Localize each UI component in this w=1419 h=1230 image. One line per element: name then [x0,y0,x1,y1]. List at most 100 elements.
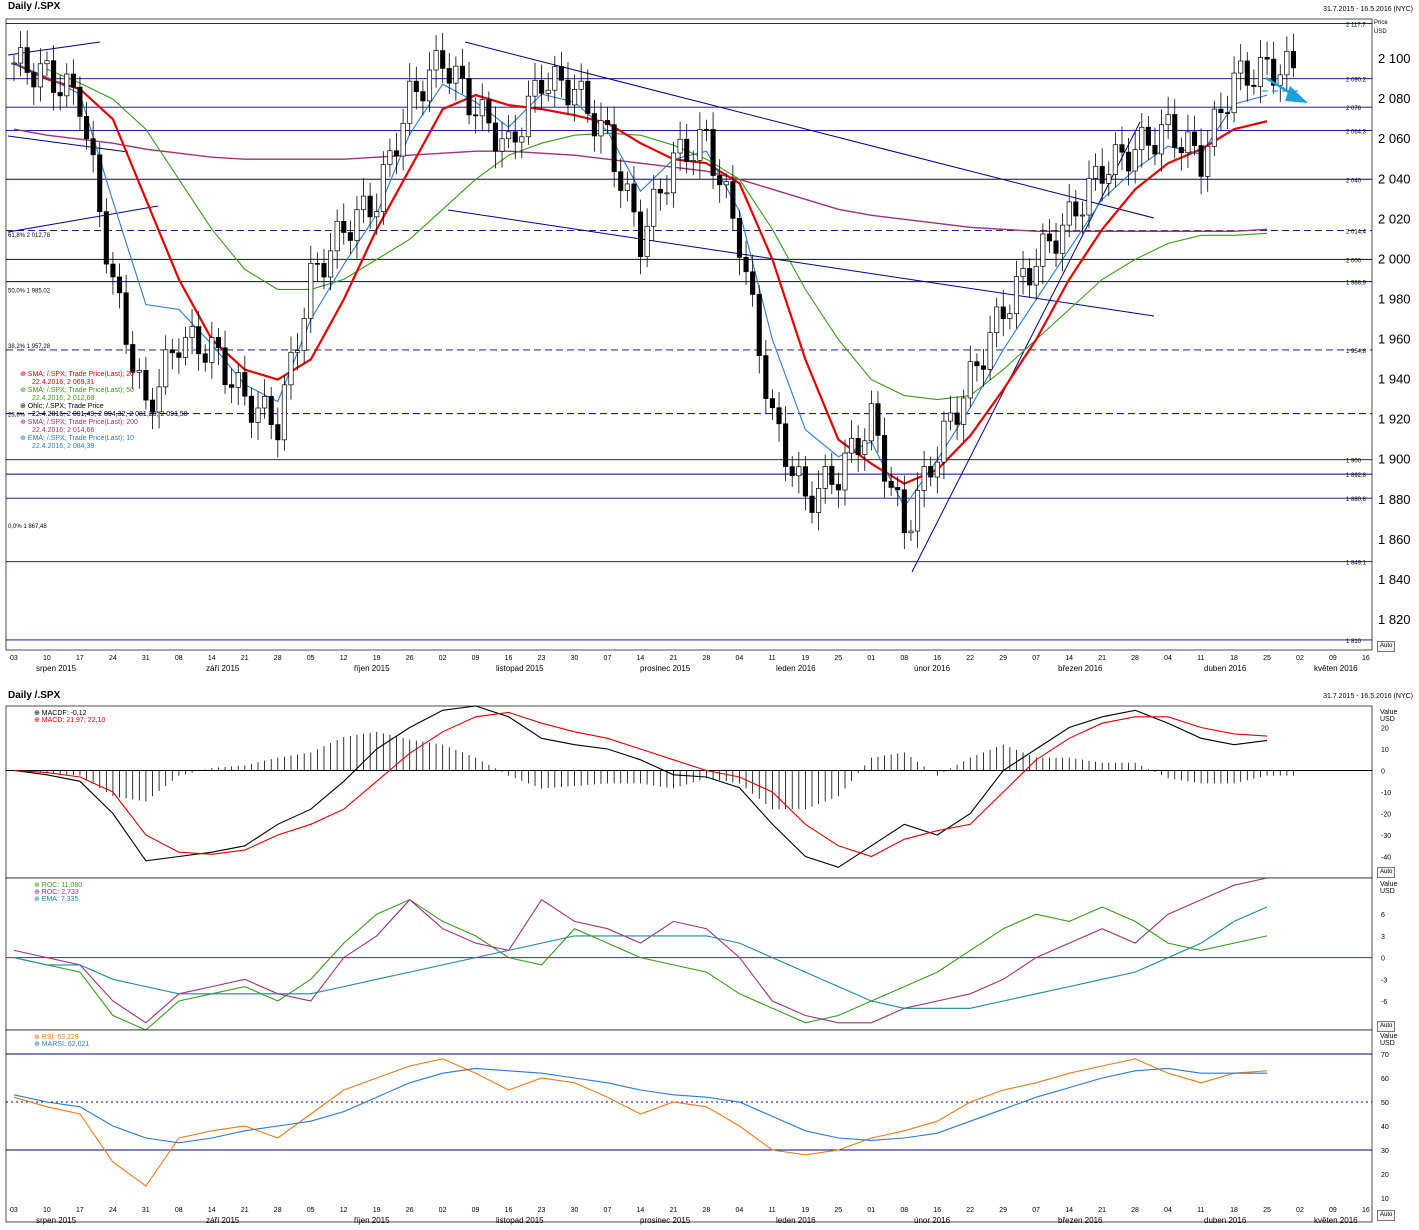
candle-body [651,188,657,227]
candle-body [506,131,512,140]
candle-body [961,397,967,425]
candle-body [426,69,433,102]
x-day-tick: 12 [340,1207,348,1214]
candle-body [756,294,762,356]
x-day-tick: 28 [274,1207,282,1214]
x-day-tick: 11 [768,655,775,662]
x-day-tick: 24 [109,655,117,662]
candle-body [209,337,215,363]
x-day-tick: 14 [637,1207,645,1214]
auto-scale-button[interactable]: Auto [1377,641,1396,652]
candle-body [334,220,340,252]
level-tag: 2 000 [1346,258,1362,264]
panel-y-tick: 3 [1381,934,1385,941]
candle-body [492,122,498,152]
candle-body [235,372,241,388]
candle-body [565,79,571,106]
x-day-tick: 22 [966,1207,974,1214]
y-tick-label: 1 980 [1378,291,1411,306]
candle-body [1139,126,1145,151]
auto-scale-button-macd[interactable]: Auto [1377,867,1396,878]
legend-entry[interactable]: ⊕ SMA; /.SPX; Trade Price(Last); 20 [20,371,135,378]
panel-y-tick: 70 [1381,1052,1389,1059]
x-day-tick: 03 [10,1207,18,1214]
x-day-tick: 10 [43,655,51,662]
candle-body [1013,276,1020,315]
x-day-tick: 10 [43,1207,51,1214]
candle-body [222,347,228,386]
fib-label: 0,0% 1 867,48 [8,524,47,530]
x-day-tick: 21 [670,1207,678,1214]
candle-body [769,398,775,409]
x-day-tick: 14 [1065,655,1073,662]
candle-body [1020,268,1026,277]
candle-body [690,160,696,162]
candle-body [947,412,954,422]
candle-body [360,195,367,211]
legend-entry[interactable]: ⊕ SMA; /.SPX; Trade Price(Last); 50 [20,387,135,394]
candle-body [862,440,868,455]
x-day-tick: 01 [867,655,875,662]
candle-body [387,150,393,165]
legend-value: 22.4.2016; 2 069,31 [32,379,95,386]
candle-body [400,122,406,157]
candle-body [31,72,37,88]
panel-plot-area [5,877,1373,1031]
x-day-tick: 30 [571,1207,579,1214]
candle-body [1033,265,1039,286]
candle-body [453,65,459,84]
fib-label: 50,0% 1 985,02 [8,288,51,294]
candle-body [1178,147,1184,154]
candle-body [1073,201,1079,217]
candle-body [1238,60,1244,74]
x-day-tick: 28 [1131,655,1139,662]
candle-body [736,217,743,258]
x-month-label: duben 2016 [1204,664,1247,673]
panel-legend: ⊕ ROC: 11,080 [34,882,82,889]
legend-entry[interactable]: ⊕ Ohlc; /.SPX; Trade Price [20,403,104,410]
axis-unit: Price [1374,20,1388,26]
candle-body [459,65,466,79]
x-day-tick: 07 [1032,1207,1040,1214]
candle-body [710,129,716,176]
x-day-tick: 02 [439,655,447,662]
candle-body [1132,149,1138,172]
panel-y-tick: 0 [1381,956,1385,963]
candle-body [882,435,888,482]
x-day-tick: 11 [1197,655,1204,662]
series-line [13,899,1268,1031]
legend-entry[interactable]: ⊕ SMA; /.SPX; Trade Price(Last); 200 [20,419,138,426]
y-tick-label: 1 940 [1378,372,1411,387]
candle-body [189,326,195,338]
candle-body [578,80,584,90]
auto-scale-button-rsi[interactable]: Auto [1377,1210,1396,1221]
candle-body [354,209,360,241]
x-day-tick: 24 [109,1207,117,1214]
x-day-tick: 04 [735,655,743,662]
legend-entry[interactable]: ⊕ EMA; /.SPX; Trade Price(Last); 10 [20,435,135,442]
candle-body [611,124,617,173]
candle-body [941,420,947,463]
candle-body [407,80,413,124]
candle-body [281,384,287,441]
y-tick-label: 1 920 [1378,412,1411,427]
candle-body [328,250,334,278]
level-tag: 1 900 [1346,459,1362,465]
x-day-tick: 21 [670,655,678,662]
axis-unit: Value [1380,709,1397,716]
x-day-tick: 31 [142,1207,150,1214]
x-day-tick: 16 [933,1207,941,1214]
x-day-tick: 25 [1263,655,1271,662]
candle-body [1264,57,1270,60]
series-line [13,877,1268,1024]
candle-body [1007,313,1013,319]
candle-body [1231,72,1237,114]
candle-body [321,263,327,278]
auto-scale-button-roc[interactable]: Auto [1377,1021,1396,1032]
x-day-tick: 28 [1131,1207,1139,1214]
candle-body [1271,58,1277,86]
x-month-label: květen 2016 [1314,664,1358,673]
candle-body [295,350,301,353]
y-tick-label: 2 020 [1378,211,1411,226]
candle-body [545,89,551,94]
